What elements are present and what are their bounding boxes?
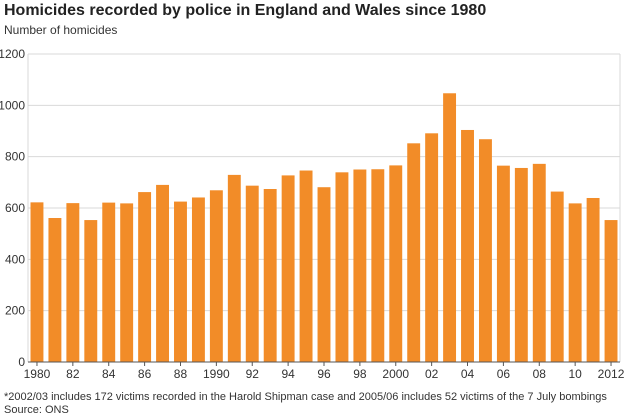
y-tick-label: 1200 xyxy=(0,47,25,61)
x-tick-label: 82 xyxy=(66,367,80,381)
y-tick-label: 1000 xyxy=(0,98,25,112)
y-tick-label: 400 xyxy=(5,252,25,266)
bar xyxy=(586,197,600,362)
bar xyxy=(120,203,134,362)
bar xyxy=(604,220,618,362)
x-tick-label: 94 xyxy=(281,367,295,381)
x-tick-label: 1990 xyxy=(203,367,230,381)
bar xyxy=(66,203,80,362)
chart-title: Homicides recorded by police in England … xyxy=(4,2,487,19)
x-tick-label: 10 xyxy=(568,367,582,381)
bar xyxy=(443,93,457,363)
bar xyxy=(425,133,439,362)
bar xyxy=(30,202,44,362)
bar xyxy=(48,218,62,362)
bar xyxy=(299,170,313,362)
y-tick-label: 0 xyxy=(18,355,25,369)
bar xyxy=(568,203,582,362)
bar xyxy=(514,167,528,362)
bar xyxy=(371,169,385,362)
bar xyxy=(84,220,98,362)
bar xyxy=(353,169,367,362)
x-tick-label: 2012 xyxy=(598,367,624,381)
bar xyxy=(317,187,331,362)
bar xyxy=(389,165,403,362)
x-tick-label: 06 xyxy=(497,367,511,381)
y-tick-label: 600 xyxy=(5,201,25,215)
y-tick-label: 800 xyxy=(5,150,25,164)
bar xyxy=(209,190,223,362)
bar xyxy=(138,192,152,362)
x-tick-label: 02 xyxy=(425,367,439,381)
bar xyxy=(461,129,474,362)
bar xyxy=(496,165,510,362)
y-tick-label: 200 xyxy=(5,304,25,318)
bar xyxy=(335,172,349,362)
bar xyxy=(156,184,170,362)
x-tick-label: 84 xyxy=(102,367,116,381)
bar xyxy=(102,202,116,362)
x-tick-label: 08 xyxy=(533,367,547,381)
footnote: *2002/03 includes 172 victims recorded i… xyxy=(4,391,607,403)
bar xyxy=(263,189,277,362)
bar xyxy=(478,139,492,362)
bar xyxy=(191,197,205,362)
bar xyxy=(227,174,241,362)
x-tick-label: 96 xyxy=(317,367,331,381)
x-tick-label: 88 xyxy=(174,367,188,381)
bar xyxy=(281,175,295,362)
x-tick-label: 92 xyxy=(246,367,260,381)
x-tick-label: 86 xyxy=(138,367,152,381)
x-tick-label: 1980 xyxy=(24,367,51,381)
bar xyxy=(550,191,564,362)
bar xyxy=(174,201,187,362)
bar xyxy=(407,143,421,362)
bar xyxy=(532,163,546,362)
x-tick-label: 04 xyxy=(461,367,475,381)
x-tick-label: 98 xyxy=(353,367,367,381)
y-axis-label: Number of homicides xyxy=(4,23,118,37)
x-tick-label: 2000 xyxy=(382,367,409,381)
source-note: Source: ONS xyxy=(4,404,69,416)
bar xyxy=(245,185,259,362)
